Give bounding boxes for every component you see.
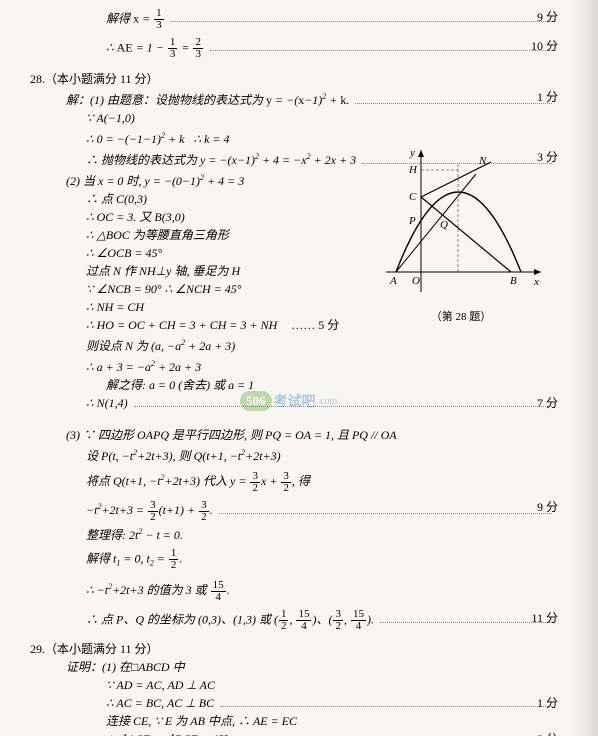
page: 解得 x = 13 9 分 ∴ AE = 1 − 13 = 23 10 分 28… [0, 0, 598, 736]
label-Q: Q [440, 219, 448, 231]
q28-p3-f: 解得 t1 = 0, t2 = 12. [30, 548, 558, 573]
q28-p1-score: 1 分 [537, 88, 558, 106]
q28-p3-c: 将点 Q(t+1, −t2+2t+3) 代入 y = 32x + 32, 得 [30, 469, 558, 494]
dots [171, 12, 552, 22]
label-O: O [412, 275, 420, 287]
q29-p1e-score: 2 分 [537, 730, 558, 736]
q29-p1-a: 证明：(1) 在□ABCD 中 [30, 658, 558, 676]
q28-p2i-score: …… 5 分 [291, 316, 339, 334]
dots [210, 41, 552, 51]
frag-1-score: 9 分 [537, 8, 558, 26]
dots [355, 94, 552, 104]
label-y: y [409, 147, 415, 159]
q29-p1-b: ∵ AD = AC, AD ⊥ AC [30, 676, 558, 694]
page-shadow [570, 0, 598, 736]
graph-caption: （第 28 题） [376, 308, 546, 324]
q28-p3h-score: 11 分 [531, 609, 558, 627]
frag-line-1: 解得 x = 13 9 分 [30, 8, 558, 31]
frag-line-2: ∴ AE = 1 − 13 = 23 10 分 [30, 37, 558, 60]
q28-p3-e: 整理得: 2t2 − t = 0. [30, 523, 558, 544]
q28-p3-g: ∴ −t2+2t+3 的值为 3 或 154. [30, 578, 558, 603]
q28-p2m-score: 7 分 [537, 394, 558, 412]
frag-1-text: 解得 x = 13 [106, 8, 165, 31]
label-P: P [408, 215, 416, 227]
q28-p3-h: ∴ 点 P、Q 的坐标为 (0,3)、(1,3) 或 (12, 154)、(32… [30, 609, 558, 632]
q29-p1-d: 连接 CE, ∵ E 为 AB 中点, ∴ AE = EC [30, 712, 558, 730]
q29-p1-e: ∴ ∠ACE = ∠BCE = 45° 2 分 [30, 730, 558, 736]
q28-p3-b: 设 P(t, −t2+2t+3), 则 Q(t+1, −t2+2t+3) [30, 444, 558, 465]
dots [220, 697, 552, 707]
label-C: C [409, 191, 417, 203]
label-B: B [510, 275, 517, 287]
q29-header: 29.（本小题满分 11 分） [30, 640, 558, 658]
q29-p1c-score: 1 分 [537, 694, 558, 712]
q28-p1-intro: 解：(1) 由题意：设抛物线的表达式为 y = −(x−1)2 + k. 1 分 [30, 88, 558, 109]
frag-2-score: 10 分 [531, 37, 558, 55]
dots [380, 613, 552, 623]
q28-p2-l: 解之得: a = 0 (舍去) 或 a = 1 [30, 376, 558, 394]
dots [219, 504, 552, 514]
label-H: H [408, 164, 418, 176]
q28-p3d-score: 9 分 [537, 498, 558, 516]
q28-header: 28.（本小题满分 11 分） [30, 70, 558, 88]
q28-p3-d: −t2+2t+3 = 32(t+1) + 32. 9 分 [30, 498, 558, 523]
parabola-diagram: x y O A B C H N P Q [376, 142, 546, 302]
q28-p3-a: (3) ∵ 四边形 OAPQ 是平行四边形, 则 PQ = OA = 1, 且 … [30, 426, 558, 444]
q28-p2-j: 则设点 N 为 (a, −a2 + 2a + 3) [30, 334, 558, 355]
frag-2-text: ∴ AE = 1 − 13 = 23 [106, 37, 204, 60]
q28-p2-m: ∴ N(1,4) 7 分 [30, 394, 558, 412]
q28-p1-a: ∵ A(−1,0) [30, 109, 558, 127]
label-x: x [533, 276, 539, 288]
label-A: A [389, 275, 397, 287]
q28-p2-k: ∴ a + 3 = −a2 + 2a + 3 [30, 355, 558, 376]
dots [134, 397, 552, 407]
q28-graph: x y O A B C H N P Q （第 28 题） [376, 142, 546, 322]
q29-p1-c: ∴ AC = BC, AC ⊥ BC 1 分 [30, 694, 558, 712]
label-N: N [478, 155, 487, 167]
